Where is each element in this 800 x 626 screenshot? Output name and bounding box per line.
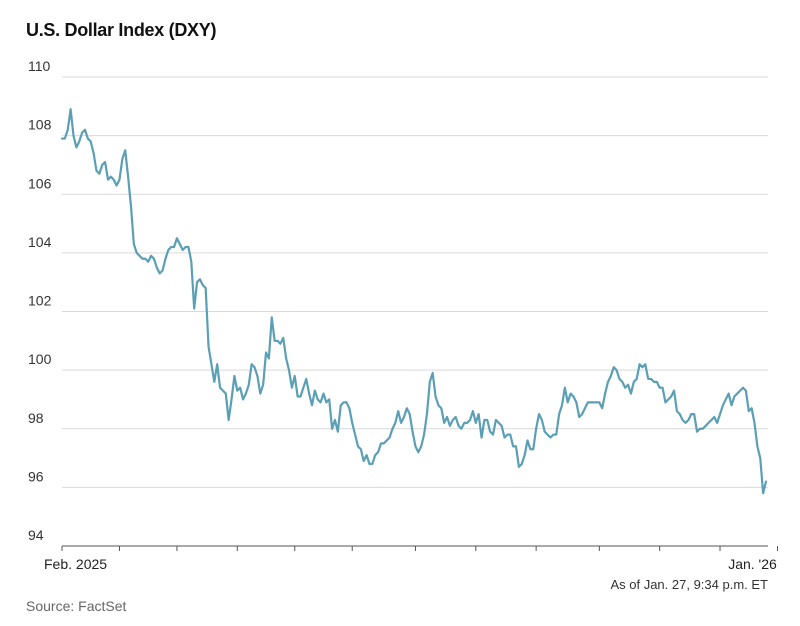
x-axis-ticks (61, 546, 778, 551)
gridlines (62, 76, 768, 488)
source-note: Source: FactSet (26, 598, 127, 614)
y-tick-label-96: 96 (28, 468, 44, 484)
y-tick-label-108: 108 (28, 117, 52, 133)
chart-title: U.S. Dollar Index (DXY) (26, 20, 217, 40)
y-tick-label-98: 98 (28, 410, 44, 426)
y-tick-label-102: 102 (28, 293, 52, 309)
y-axis-labels: 110 108 106 104 102 100 98 96 94 (28, 58, 52, 543)
y-tick-label-100: 100 (28, 351, 52, 367)
y-tick-label-104: 104 (28, 234, 52, 250)
y-tick-label-106: 106 (28, 175, 52, 191)
y-tick-label-94: 94 (28, 527, 44, 543)
x-axis-labels: Feb. 2025 Jan. '26 (44, 556, 777, 572)
series-line-dxy (60, 108, 768, 495)
x-tick-label-0: Feb. 2025 (44, 556, 107, 572)
as-of-note: As of Jan. 27, 9:34 p.m. ET (610, 577, 768, 592)
x-tick-label-1: Jan. '26 (728, 556, 777, 572)
y-tick-label-110: 110 (28, 58, 51, 74)
